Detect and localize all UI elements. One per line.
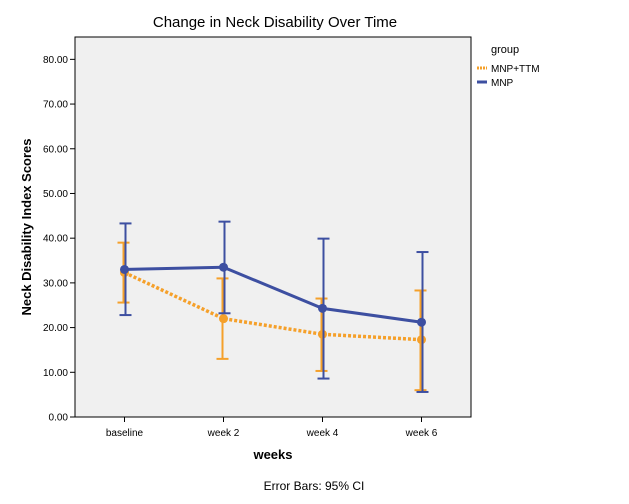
y-tick-label: 0.00	[49, 413, 69, 424]
data-point	[417, 317, 426, 327]
y-tick-label: 50.00	[43, 189, 68, 200]
y-tick-label: 10.00	[43, 368, 68, 379]
x-tick-label: week 4	[306, 428, 339, 439]
legend-title: group	[491, 44, 519, 56]
y-tick-label: 20.00	[43, 323, 68, 334]
error-bars-note: Error Bars: 95% CI	[264, 479, 365, 493]
series-line	[124, 265, 422, 324]
series-layer	[117, 220, 429, 393]
y-tick-label: 40.00	[43, 234, 68, 245]
y-axis: 0.00 10.00 20.00 30.00 40.00 50.00 60.00 70.00 8…	[43, 55, 75, 424]
plot-area	[74, 36, 472, 418]
data-point	[219, 314, 228, 324]
data-point	[120, 264, 129, 274]
legend-label: MNP+TTM	[491, 64, 540, 75]
data-point	[318, 303, 327, 313]
x-tick-label: week 2	[207, 428, 240, 439]
x-tick-label: week 6	[405, 428, 438, 439]
x-axis: baseline week 2 week 4 week 6	[106, 417, 438, 439]
y-tick-label: 80.00	[43, 55, 68, 66]
y-tick-label: 30.00	[43, 278, 68, 289]
y-tick-label: 60.00	[43, 144, 68, 155]
data-point	[219, 262, 228, 272]
y-tick-label: 70.00	[43, 100, 68, 111]
x-axis-label: weeks	[252, 447, 292, 462]
legend-label: MNP	[491, 78, 514, 89]
legend: MNP+TTM MNP	[477, 64, 540, 89]
x-tick-label: baseline	[106, 428, 144, 439]
series-mnp	[119, 220, 429, 393]
y-axis-label: Neck Disability Index Scores	[19, 138, 34, 315]
chart-title: Change in Neck Disability Over Time	[153, 14, 397, 31]
